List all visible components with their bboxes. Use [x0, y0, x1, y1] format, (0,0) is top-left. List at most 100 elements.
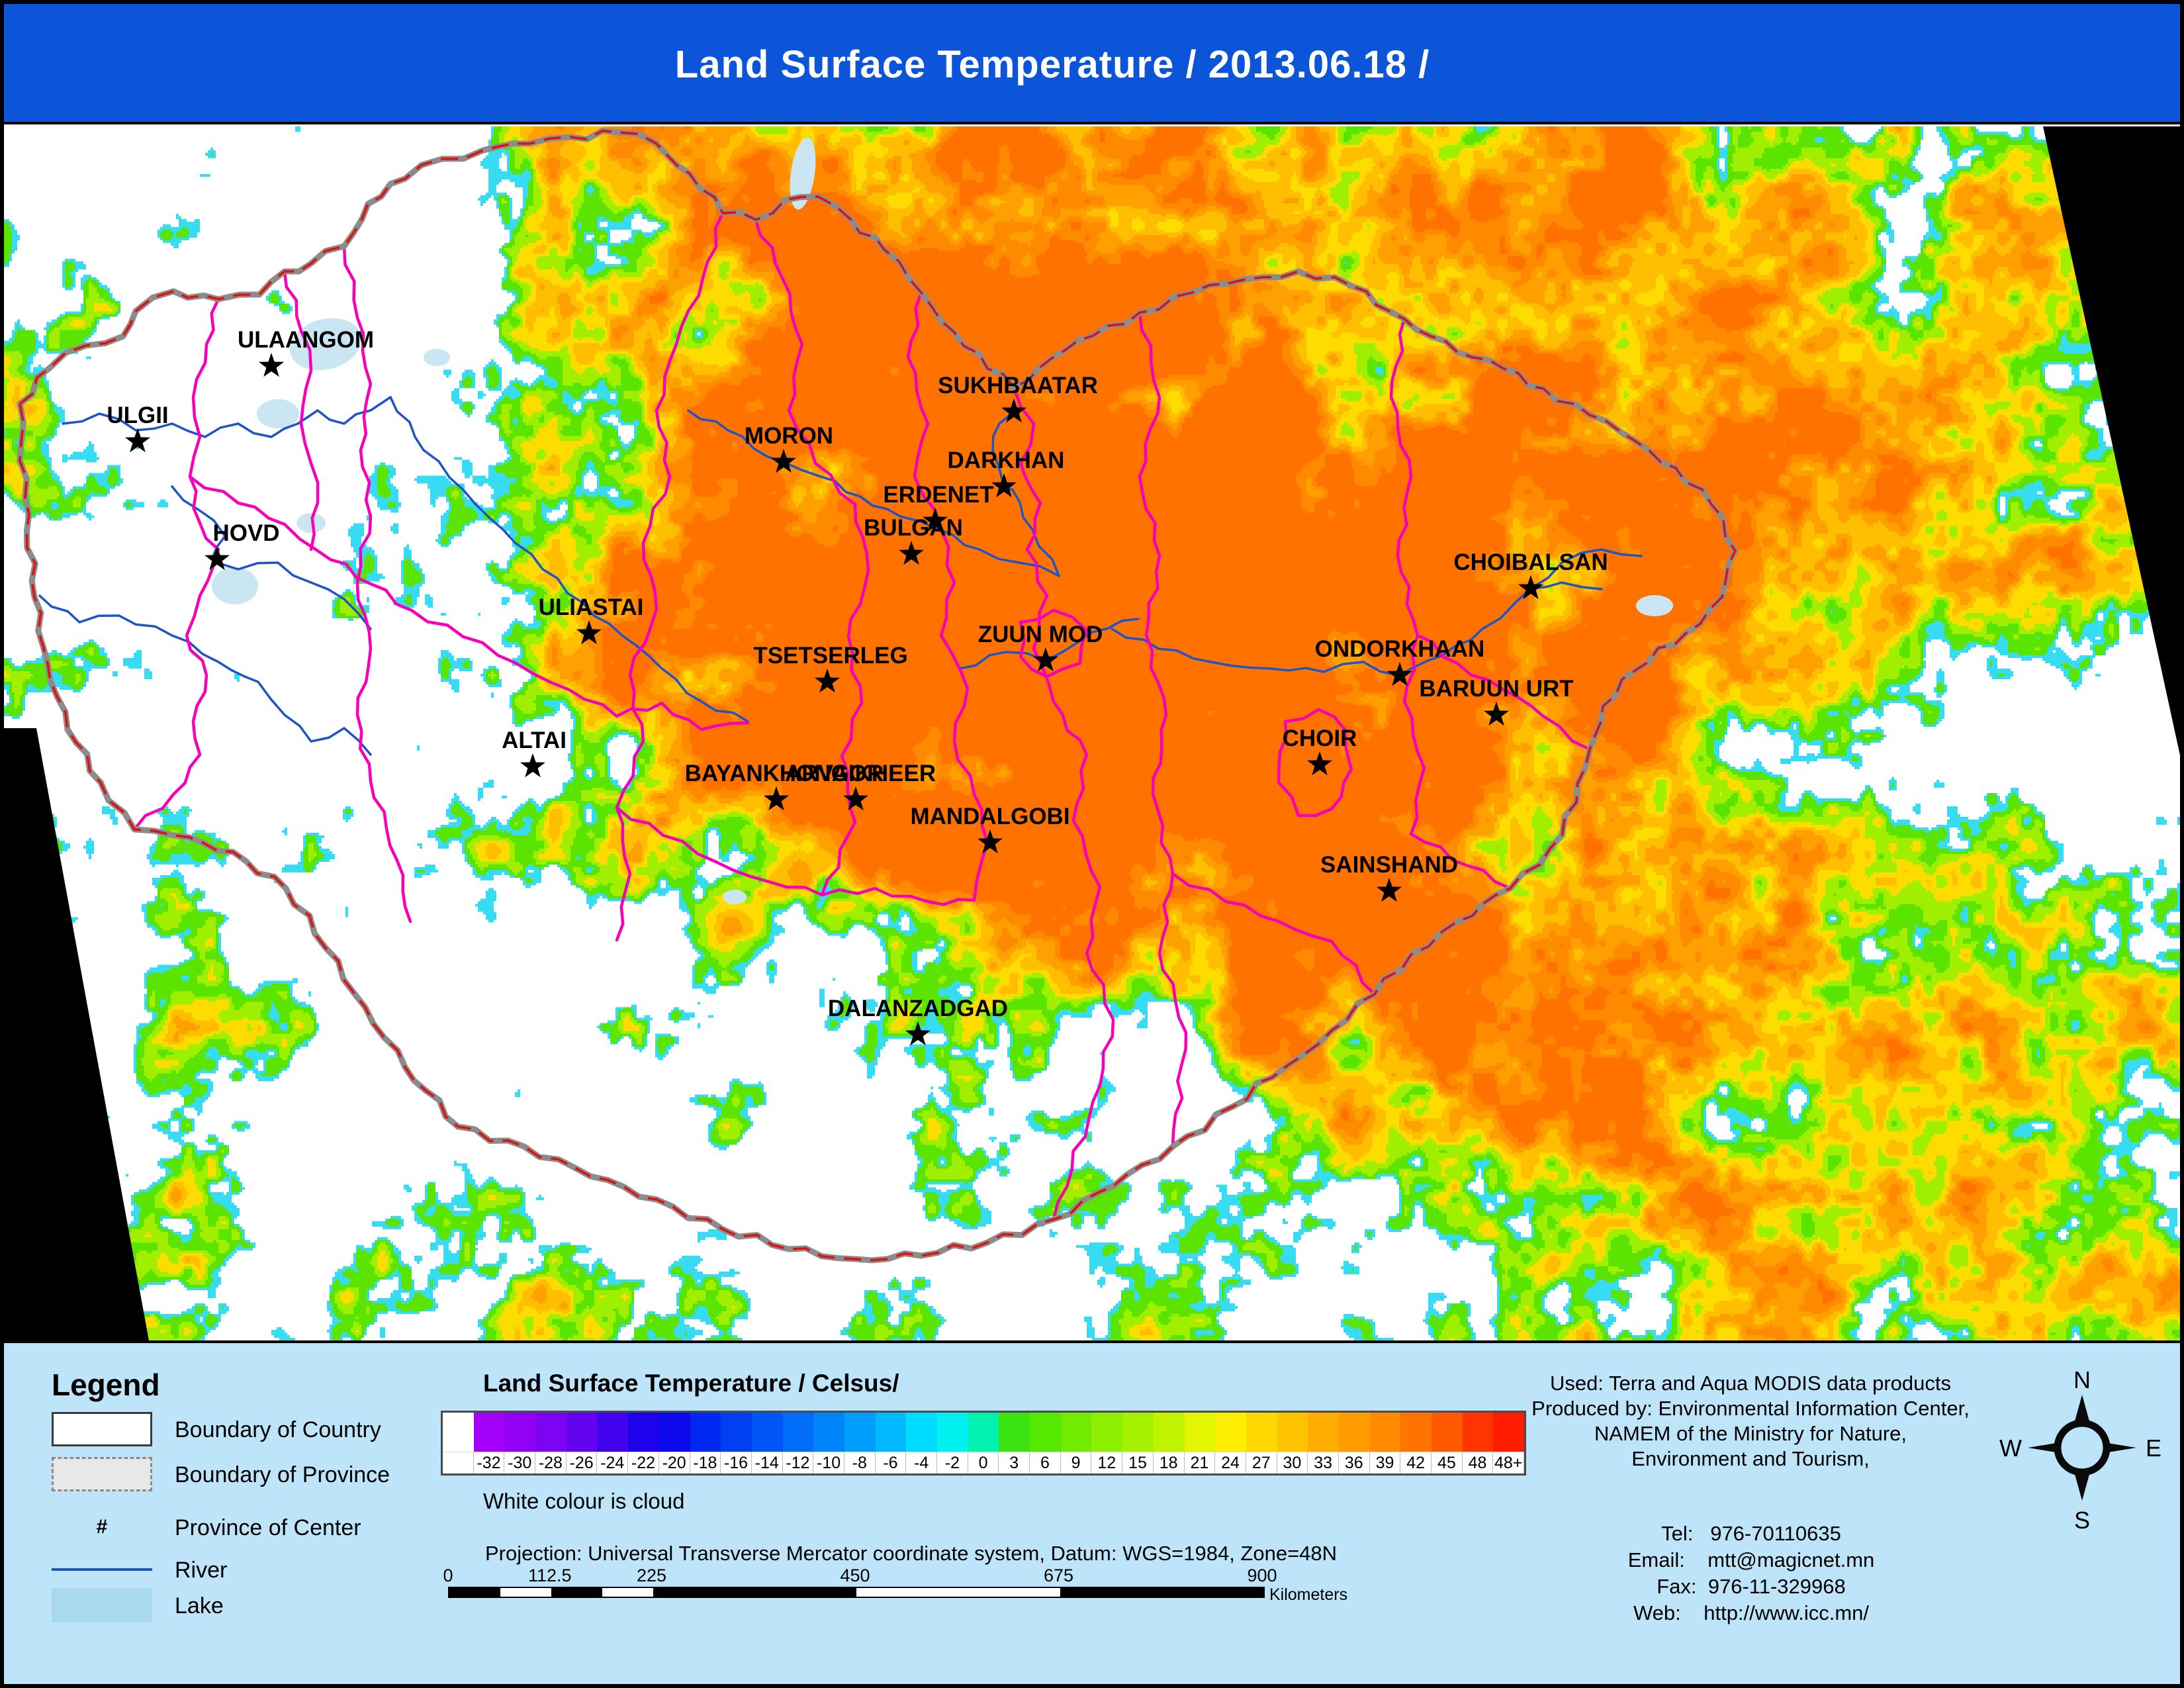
city-label: DARKHAN: [948, 447, 1065, 473]
compass-west-spike: [2028, 1442, 2060, 1453]
colorbar-tick-label: -14: [751, 1452, 783, 1474]
legend-item-label: Boundary of Country: [175, 1417, 381, 1442]
city-marker-zuun-mod: ZUUN MOD: [978, 622, 1103, 672]
compass-n-label: N: [2073, 1366, 2091, 1393]
compass-w-label: W: [1999, 1434, 2022, 1462]
colorbar-cell: 33: [1308, 1413, 1339, 1474]
city-star-icon: [1484, 702, 1509, 726]
country-boundary-red-dash: [19, 129, 1737, 1262]
province-boundary-line: [342, 244, 412, 923]
city-label: SUKHBAATAR: [938, 373, 1098, 399]
rivers-layer: [38, 396, 1643, 756]
compass-south-spike: [2073, 1470, 2091, 1501]
colorbar-cell: 48+: [1493, 1413, 1525, 1474]
colorbar-tick-label: -12: [782, 1452, 814, 1474]
colorbar-cell: 12: [1091, 1413, 1123, 1474]
title-separator-black: [4, 122, 2180, 124]
colorbar-title: Land Surface Temperature / Celsus/: [483, 1370, 899, 1397]
footer-panel: Legend Land Surface Temperature / Celsus…: [4, 1340, 2180, 1684]
lake-swatch: [52, 1588, 152, 1622]
country-boundary-layer: [17, 128, 1739, 1264]
colorbar-tick-label: 36: [1338, 1452, 1370, 1474]
page-title: Land Surface Temperature / 2013.06.18 /: [674, 43, 1430, 86]
city-label: MANDALGOBI: [910, 804, 1069, 829]
colorbar-tick-label: -16: [721, 1452, 752, 1474]
province-boundary-line: [410, 608, 750, 731]
compass-s-label: S: [2074, 1507, 2090, 1534]
lakes-layer: [212, 137, 1673, 904]
colorbar-cell: -24: [597, 1413, 629, 1474]
swath-edge-bottom-left: [4, 728, 149, 1340]
city-star-icon: [205, 546, 230, 571]
colorbar-tick-label: -10: [813, 1452, 844, 1474]
city-label: TSETSERLEG: [753, 643, 907, 669]
colorbar-tick-label: 39: [1369, 1452, 1401, 1474]
province-boundary-line: [1389, 317, 1592, 751]
city-marker-sainshand: SAINSHAND: [1320, 852, 1458, 902]
lake: [790, 137, 816, 210]
province-boundary-line: [1171, 872, 1377, 996]
river-line: [991, 410, 1060, 577]
title-bar: Land Surface Temperature / 2013.06.18 /: [4, 4, 2180, 122]
lake: [1636, 595, 1673, 616]
scale-bar: [448, 1587, 1265, 1598]
colorbar-tick-label: 30: [1277, 1452, 1308, 1474]
compass-e-label: E: [2146, 1434, 2161, 1462]
scalebar-segment: [449, 1588, 500, 1597]
center-swatch: #: [96, 1516, 108, 1538]
colorbar-tick-label: -26: [566, 1452, 598, 1474]
city-marker-choir: CHOIR: [1283, 726, 1357, 776]
scalebar-tick-label: 900: [1247, 1566, 1277, 1585]
scalebar-segment: [551, 1588, 602, 1597]
colorbar-tick-label: 3: [999, 1452, 1030, 1474]
lake: [257, 399, 299, 428]
credits-line: Produced by: Environmental Information C…: [1531, 1397, 1970, 1420]
city-label: ERDENET: [883, 482, 993, 508]
colorbar-cell: -12: [782, 1413, 814, 1474]
scalebar-tick-label: 675: [1043, 1566, 1074, 1585]
contact-line: Tel: 976-70110635: [1661, 1522, 1841, 1545]
city-label: BULGAN: [864, 515, 963, 541]
colorbar-tick-label: -4: [906, 1452, 937, 1474]
scalebar-segment: [602, 1588, 653, 1597]
province-boundary-line: [1012, 385, 1115, 1221]
contact-line: Email: mtt@magicnet.mn: [1627, 1548, 1875, 1571]
city-marker-ulgii: ULGII: [107, 402, 169, 453]
city-marker-mandalgobi: MANDALGOBI: [910, 804, 1070, 854]
colorbar-tick-label: -30: [504, 1452, 536, 1474]
contact-line: Fax: 976-11-329968: [1657, 1575, 1846, 1598]
colorbar-cell: -30: [504, 1413, 536, 1474]
legend-item-label: Province of Center: [175, 1515, 361, 1540]
city-marker-arvaikheer: ARVAIKHEER: [785, 761, 936, 811]
city-star-icon: [576, 620, 602, 645]
compass-circle: [2054, 1419, 2111, 1476]
city-labels-layer: ULGII ULAANGOM HOVD ULIASTAI ALTAI MORON TSETS…: [107, 327, 1608, 1046]
city-star-icon: [520, 753, 545, 778]
compass-rose: N S W E: [1999, 1366, 2161, 1534]
swath-edge-top-right: [2043, 126, 2180, 755]
city-label: BARUUN URT: [1419, 676, 1573, 702]
scalebar-tick-label: 0: [443, 1566, 453, 1585]
city-label: DALANZADGAD: [828, 996, 1008, 1021]
city-star-icon: [905, 1021, 931, 1046]
city-label: SAINSHAND: [1320, 852, 1458, 878]
city-marker-moron: MORON: [745, 423, 833, 473]
city-label: CHOIBALSAN: [1453, 549, 1608, 575]
colorbar-tick-label: -32: [473, 1452, 505, 1474]
city-star-icon: [1033, 647, 1058, 672]
city-marker-choibalsan: CHOIBALSAN: [1453, 549, 1608, 600]
map-area: ULGII ULAANGOM HOVD ULIASTAI ALTAI MORON TSETS…: [4, 126, 2180, 1340]
legend-item-label: River: [175, 1558, 228, 1583]
colorbar-tick-label: 45: [1432, 1452, 1463, 1474]
colorbar-cell: 9: [1060, 1413, 1092, 1474]
colorbar-tick-label: -6: [875, 1452, 907, 1474]
colorbar-tick-label: -8: [844, 1452, 876, 1474]
city-marker-dalanzadgad: DALANZADGAD: [828, 996, 1008, 1046]
city-star-icon: [771, 449, 796, 473]
colorbar-tick-label: -18: [690, 1452, 721, 1474]
city-star-icon: [923, 508, 948, 532]
colorbar-cell: -20: [659, 1413, 690, 1474]
river-line: [1111, 581, 1603, 677]
river-line: [1529, 548, 1643, 590]
